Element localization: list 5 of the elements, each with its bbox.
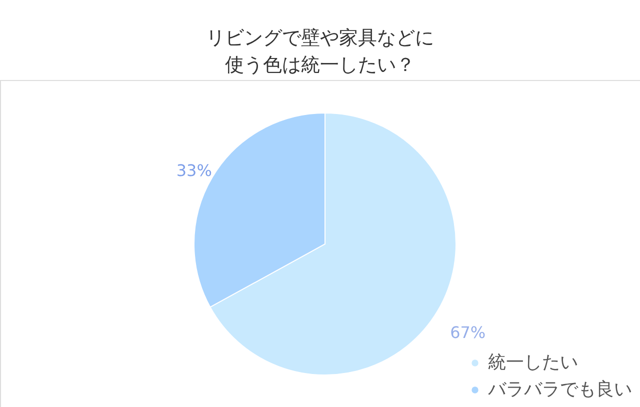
chart-title: リビングで壁や家具などに使う色は統一したい？ (206, 27, 434, 76)
legend-label: 統一したい (488, 352, 578, 373)
data-label: 33% (176, 161, 212, 180)
legend-label: バラバラでも良い (487, 379, 632, 400)
data-label: 67% (450, 322, 486, 342)
